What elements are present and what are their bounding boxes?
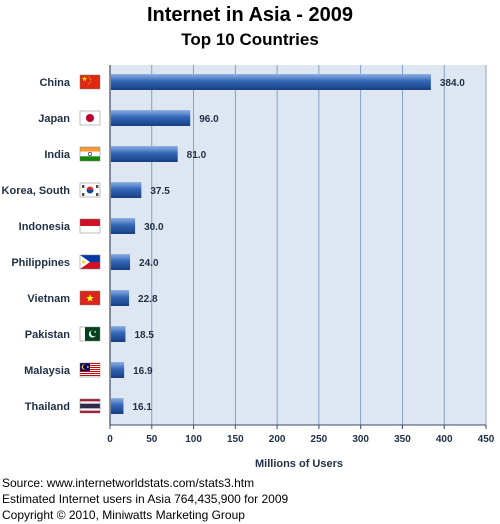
japan-flag-icon [79, 110, 101, 126]
category-label: Indonesia [19, 221, 71, 233]
bar [111, 362, 125, 378]
category-label: Pakistan [25, 329, 71, 341]
bar [111, 74, 431, 90]
indonesia-flag-icon [79, 218, 101, 234]
bar [111, 398, 124, 414]
bar [111, 110, 191, 126]
bars [111, 74, 431, 414]
data-label: 24.0 [139, 258, 159, 269]
value-labels: 384.0 96.0 81.0 37.5 30.0 24.0 22.8 18.5 16.9 16.… [132, 78, 465, 413]
x-axis-title: Millions of Users [255, 458, 343, 470]
data-label: 18.5 [134, 330, 154, 341]
x-tick-label: 400 [436, 434, 453, 445]
gridlines [109, 65, 487, 426]
bar [111, 146, 178, 162]
chart-subtitle: Top 10 Countries [181, 30, 319, 49]
bar [111, 254, 131, 270]
data-label: 16.1 [132, 402, 152, 413]
x-tick-label: 300 [352, 434, 369, 445]
category-label: Thailand [25, 401, 70, 413]
category-label: China [39, 77, 70, 89]
south-korea-flag-icon [79, 182, 101, 198]
thailand-flag-icon [79, 398, 101, 414]
data-label: 30.0 [144, 222, 164, 233]
data-label: 37.5 [150, 186, 170, 197]
chart-title: Internet in Asia - 2009 [147, 4, 353, 26]
estimate-note: Estimated Internet users in Asia 764,435… [2, 492, 289, 506]
x-tick-label: 200 [269, 434, 286, 445]
x-tick-label: 100 [185, 434, 202, 445]
category-label: Vietnam [27, 293, 70, 305]
bar [111, 218, 136, 234]
data-label: 81.0 [187, 150, 207, 161]
bar-chart: Internet in Asia - 2009 Top 10 Countries… [2, 4, 495, 470]
china-flag-icon [79, 74, 101, 90]
source-note: Source: www.internetworldstats.com/stats… [2, 476, 255, 490]
data-label: 22.8 [138, 294, 158, 305]
x-tick-label: 0 [107, 434, 113, 445]
x-tick-label: 50 [146, 434, 158, 445]
x-tick-label: 350 [394, 434, 411, 445]
bar [111, 182, 142, 198]
bar [111, 326, 126, 342]
category-label: Malaysia [24, 365, 71, 377]
category-label: India [44, 149, 71, 161]
pakistan-flag-icon [79, 326, 101, 342]
malaysia-flag-icon [79, 362, 101, 378]
data-label: 96.0 [199, 114, 219, 125]
category-labels: China Japan India Korea, South Indonesia Phil… [2, 77, 71, 413]
x-tick-label: 150 [227, 434, 244, 445]
bar [111, 290, 130, 306]
data-label: 16.9 [133, 366, 153, 377]
x-tick-label: 450 [478, 434, 495, 445]
x-axis-ticks: 0 50 100 150 200 250 300 350 400 450 [107, 425, 495, 445]
flag-icons [79, 74, 101, 414]
vietnam-flag-icon [79, 290, 101, 306]
category-label: Japan [38, 113, 70, 125]
philippines-flag-icon [79, 254, 101, 270]
india-flag-icon [79, 146, 101, 162]
data-label: 384.0 [440, 78, 465, 89]
category-label: Philippines [11, 257, 70, 269]
x-tick-label: 250 [311, 434, 328, 445]
category-label: Korea, South [2, 185, 71, 197]
copyright-note: Copyright © 2010, Miniwatts Marketing Gr… [2, 508, 245, 522]
